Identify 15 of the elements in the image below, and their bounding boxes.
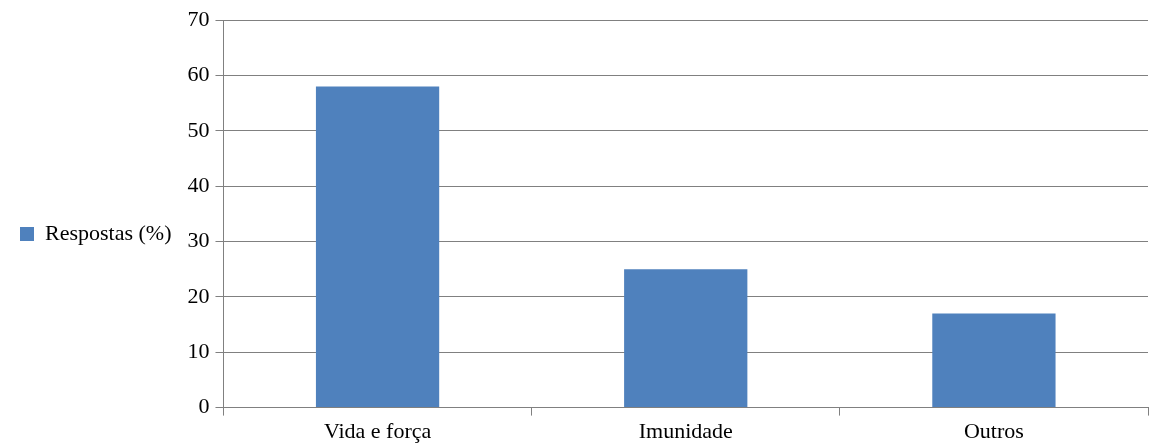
y-tick-label: 70 [187, 5, 210, 31]
x-tick-label: Imunidade [638, 417, 733, 443]
legend-label: Respostas (%) [45, 219, 172, 245]
y-tick-label: 20 [187, 282, 210, 308]
y-tick-label: 30 [187, 227, 210, 253]
y-tick-label: 40 [187, 171, 210, 197]
bar [624, 269, 748, 408]
x-tick-label: Outros [963, 417, 1024, 443]
y-tick-label: 50 [187, 116, 210, 142]
bar [315, 86, 440, 408]
bar [932, 313, 1056, 408]
x-tick-label: Vida e força [323, 417, 432, 443]
y-tick-label: 60 [187, 61, 210, 87]
y-tick-label: 0 [198, 393, 210, 419]
y-tick-label: 10 [187, 338, 210, 364]
